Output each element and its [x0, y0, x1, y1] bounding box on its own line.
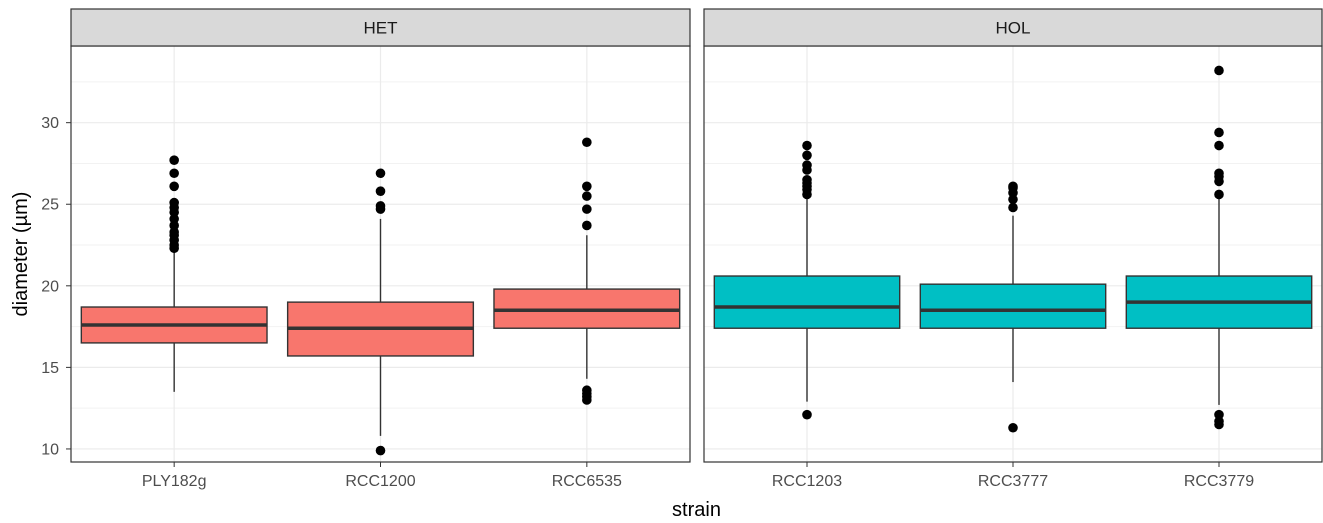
y-tick-label: 25: [41, 197, 59, 214]
outlier-point: [1008, 422, 1018, 433]
x-tick-label: RCC1200: [345, 473, 415, 490]
outlier-point: [802, 174, 812, 185]
outlier-point: [1214, 189, 1224, 200]
outlier-point: [169, 197, 179, 208]
outlier-point: [582, 204, 592, 214]
x-tick-label: RCC6535: [552, 473, 622, 490]
x-tick-label: PLY182g: [142, 473, 207, 490]
facet-strip: [70, 8, 691, 47]
outlier-point: [582, 220, 592, 231]
box-rcc6535: [493, 137, 681, 405]
outlier-point: [1008, 181, 1018, 192]
outlier-point: [1214, 127, 1224, 138]
facet-panel-hol: HOL RCC1203 RCC3777 RCC3779: [703, 8, 1323, 490]
x-tick-label: RCC1203: [772, 473, 842, 490]
y-tick-label: 30: [41, 115, 59, 132]
box-body: [919, 283, 1107, 329]
x-tick-label: RCC3777: [978, 473, 1048, 490]
outlier-point: [1214, 409, 1224, 420]
box-rcc1200: [286, 168, 475, 456]
outlier-point: [582, 385, 592, 396]
y-tick-label: 20: [41, 278, 59, 295]
outlier-point: [1008, 202, 1018, 213]
facet-strip-label: HOL: [996, 19, 1031, 38]
outlier-point: [169, 181, 179, 192]
outlier-point: [1214, 65, 1224, 76]
box-rcc3777: [919, 181, 1107, 433]
facet-strip-label: HET: [364, 19, 398, 38]
outlier-point: [375, 201, 386, 211]
x-axis-title: strain: [672, 499, 721, 521]
outlier-point: [802, 150, 812, 161]
outlier-point: [375, 445, 386, 456]
box-rcc1203: [713, 140, 901, 420]
outlier-point: [375, 168, 386, 179]
box-rcc3779: [1125, 65, 1313, 430]
outlier-point: [169, 155, 179, 165]
outlier-point: [582, 191, 592, 201]
outlier-point: [582, 137, 592, 148]
y-tick-label: 15: [41, 360, 59, 377]
outlier-point: [1214, 168, 1224, 179]
y-axis-title: diameter (µm): [10, 192, 32, 317]
x-tick-label: RCC3779: [1184, 473, 1254, 490]
outlier-point: [802, 160, 812, 170]
outlier-point: [802, 409, 812, 420]
outlier-point: [169, 168, 179, 179]
facet-panel-het: HET PLY182g RCC1200 RCC6535: [70, 8, 691, 490]
facet-strip: [703, 8, 1323, 47]
box-ply182g: [80, 155, 268, 392]
box-body: [713, 275, 901, 329]
outlier-point: [1214, 140, 1224, 151]
outlier-point: [375, 186, 386, 196]
outlier-point: [582, 181, 592, 192]
y-tick-label: 10: [41, 441, 59, 458]
outlier-point: [802, 140, 812, 151]
